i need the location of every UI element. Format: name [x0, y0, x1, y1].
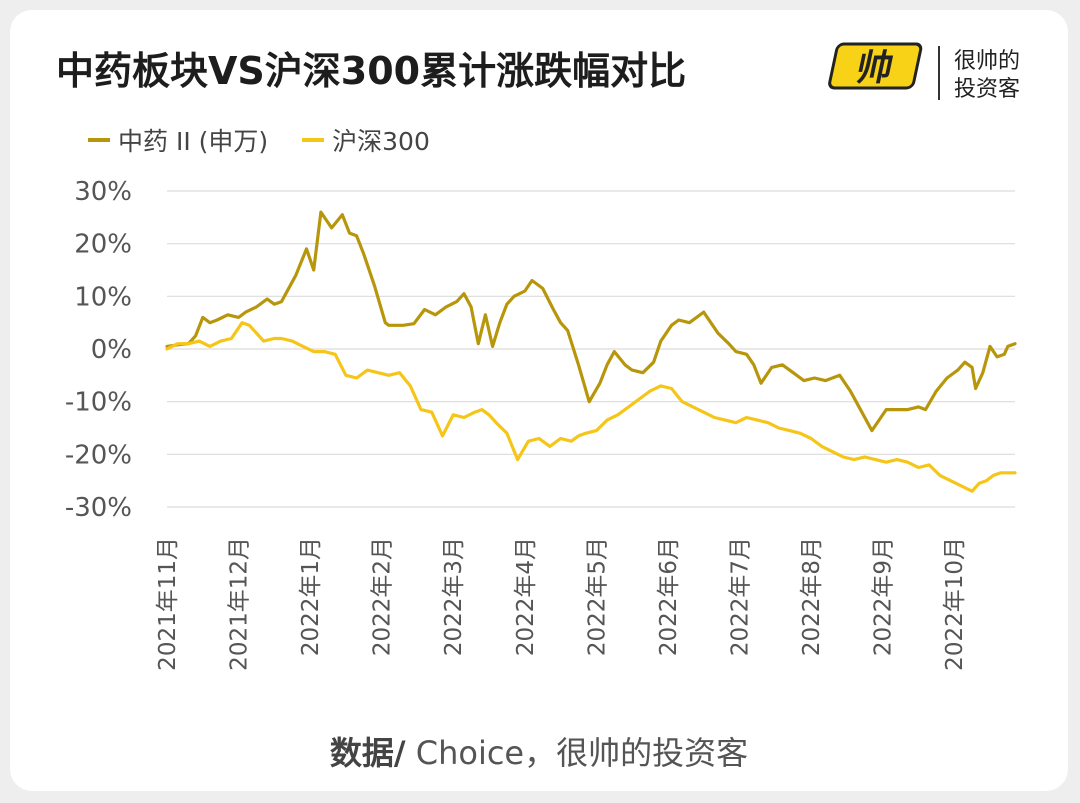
y-tick-label: 20%: [74, 230, 132, 260]
x-tick-label: 2022年1月: [298, 537, 324, 656]
legend-swatch-hs300: [302, 138, 325, 142]
legend-label-tcm: 中药 II (申万): [118, 127, 269, 156]
brand-name-line2: 投资客: [954, 77, 1021, 102]
legend-item-hs300: 沪深300: [302, 122, 430, 158]
x-tick-label: 2022年10月: [942, 537, 968, 671]
series-line-hs300: [165, 321, 1017, 493]
brand-name: 很帅的 投资客: [954, 48, 1020, 104]
chart-legend: 中药 II (申万) 沪深300: [88, 122, 430, 158]
series-line-tcm: [165, 210, 1017, 433]
x-tick-label: 2022年3月: [441, 537, 467, 656]
line-chart: 30% 20% 10% 0% -10% -20% -30% 2021年11月 2021年12月 2…: [65, 177, 1017, 671]
x-tick-label: 2022年6月: [656, 537, 682, 656]
x-tick-label: 2022年2月: [370, 537, 396, 656]
y-tick-label: -20%: [65, 440, 132, 470]
legend-swatch-tcm: [88, 138, 110, 142]
x-tick-label: 2022年8月: [799, 537, 825, 656]
y-tick-label: -10%: [65, 388, 132, 418]
y-tick-label: -30%: [65, 493, 132, 523]
data-source: 数据/ Choice，很帅的投资客: [10, 728, 1068, 774]
legend-label-hs300: 沪深300: [332, 127, 430, 156]
x-tick-label: 2022年7月: [727, 537, 753, 656]
x-tick-label: 2021年11月: [155, 537, 181, 671]
source-label: 数据/: [329, 734, 406, 772]
brand-logo-icon: 帅: [828, 42, 923, 90]
brand-name-line1: 很帅的: [954, 49, 1021, 74]
legend-item-tcm: 中药 II (申万): [88, 122, 268, 158]
y-tick-label: 30%: [74, 177, 132, 207]
y-tick-label: 0%: [91, 335, 132, 365]
x-tick-label: 2021年12月: [227, 537, 253, 671]
brand-logo: 帅 很帅的 投资客: [822, 34, 1042, 104]
x-tick-label: 2022年9月: [871, 537, 897, 656]
x-tick-label: 2022年4月: [513, 537, 539, 656]
x-tick-label: 2022年5月: [584, 537, 610, 656]
chart-card: 中药板块VS沪深300累计涨跌幅对比 帅 很帅的 投资客 中药 II (申万) …: [10, 10, 1068, 791]
brand-divider: [938, 46, 940, 100]
chart-title: 中药板块VS沪深300累计涨跌幅对比: [56, 49, 687, 93]
y-tick-label: 10%: [74, 282, 132, 312]
source-text: Choice，很帅的投资客: [405, 734, 749, 772]
